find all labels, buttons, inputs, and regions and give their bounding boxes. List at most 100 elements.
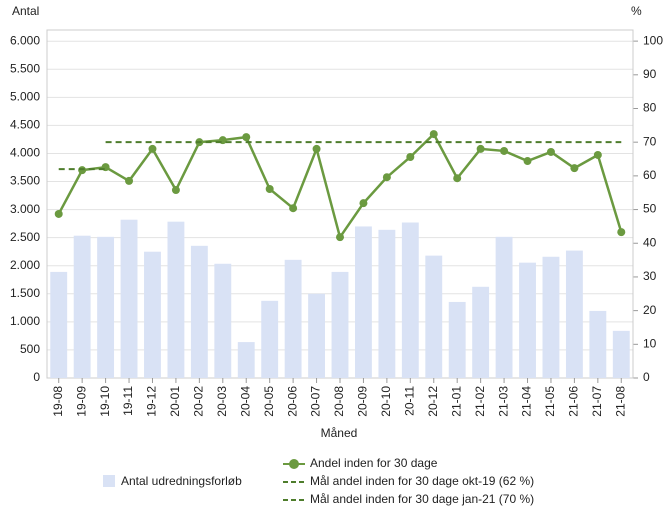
- x-tick-label: 19-11: [121, 386, 135, 416]
- bar: [284, 259, 302, 378]
- x-tick-label: 20-07: [309, 386, 323, 417]
- y-tick-label: 1.000: [10, 314, 40, 328]
- x-tick-label: 19-08: [51, 386, 65, 417]
- bar: [120, 219, 138, 378]
- legend-label: Antal udredningsforløb: [121, 474, 242, 488]
- bar: [495, 236, 513, 378]
- line-point: [523, 157, 532, 166]
- line-point: [171, 186, 180, 195]
- y2-tick-label: 20: [643, 303, 657, 317]
- legend-marker: [289, 459, 299, 469]
- y-axis-title: Antal: [12, 4, 39, 18]
- bar: [308, 293, 325, 378]
- line-point: [125, 176, 134, 185]
- legend-label: Mål andel inden for 30 dage jan-21 (70 %…: [310, 492, 534, 506]
- x-tick-label: 21-08: [613, 386, 627, 417]
- x-tick-label: 20-08: [332, 386, 346, 417]
- y-tick-label: 6.000: [10, 33, 40, 47]
- line-point: [500, 146, 509, 155]
- y2-tick-label: 30: [643, 269, 657, 283]
- bar: [190, 245, 208, 378]
- y-tick-label: 4.500: [10, 118, 40, 132]
- bar: [237, 342, 255, 378]
- line-point: [429, 130, 438, 139]
- bar: [448, 301, 466, 378]
- x-tick-label: 21-07: [590, 386, 604, 417]
- line-point: [593, 150, 602, 159]
- line-point: [617, 228, 626, 237]
- x-tick-label: 21-05: [543, 386, 557, 417]
- bar: [565, 250, 583, 378]
- y2-tick-label: 100: [643, 33, 663, 47]
- line-point: [406, 153, 415, 162]
- line-point: [570, 164, 579, 173]
- y2-axis-title: %: [631, 4, 642, 18]
- x-tick-label: 21-01: [449, 386, 463, 417]
- line-point: [148, 144, 157, 153]
- line-point: [312, 144, 321, 153]
- line-point: [54, 209, 63, 218]
- x-tick-label: 21-04: [520, 386, 534, 417]
- y-tick-label: 3.000: [10, 202, 40, 216]
- y-tick-label: 0: [33, 370, 40, 384]
- x-tick-label: 21-06: [567, 386, 581, 417]
- y2-tick-label: 60: [643, 168, 657, 182]
- bar: [214, 263, 232, 378]
- x-tick-label: 19-12: [145, 386, 159, 417]
- y-tick-label: 2.500: [10, 230, 40, 244]
- line-point: [359, 199, 368, 208]
- line-point: [382, 173, 391, 182]
- x-tick-label: 20-02: [192, 386, 206, 417]
- bar: [261, 300, 279, 378]
- bar: [97, 236, 115, 378]
- line-point: [476, 144, 485, 153]
- y-tick-label: 3.500: [10, 174, 40, 188]
- line-point: [453, 174, 462, 183]
- x-tick-label: 20-11: [402, 386, 416, 416]
- legend-swatch: [103, 475, 115, 487]
- x-tick-label: 21-02: [473, 386, 487, 417]
- bar: [589, 310, 607, 378]
- bar: [425, 255, 443, 378]
- bar: [331, 271, 349, 378]
- y-tick-label: 5.000: [10, 90, 40, 104]
- y2-tick-label: 10: [643, 336, 657, 350]
- bar: [73, 235, 91, 378]
- bar: [401, 222, 419, 378]
- y-tick-label: 4.000: [10, 146, 40, 160]
- y2-tick-label: 0: [643, 370, 650, 384]
- x-tick-label: 19-10: [98, 386, 112, 417]
- x-tick-label: 20-09: [356, 386, 370, 417]
- x-tick-label: 19-09: [74, 386, 88, 417]
- y2-tick-label: 40: [643, 235, 657, 249]
- line-point: [289, 204, 298, 213]
- bar: [167, 221, 185, 378]
- y-tick-label: 500: [20, 342, 40, 356]
- x-tick-label: 20-06: [285, 386, 299, 417]
- x-tick-label: 20-04: [238, 386, 252, 417]
- y2-tick-label: 80: [643, 101, 657, 115]
- bar: [355, 226, 372, 378]
- x-tick-label: 21-03: [496, 386, 510, 417]
- x-tick-label: 20-01: [168, 386, 182, 417]
- bar: [519, 262, 536, 378]
- bar: [144, 251, 161, 378]
- x-tick-label: 20-05: [262, 386, 276, 417]
- bar: [472, 286, 490, 378]
- line-point: [242, 133, 251, 142]
- line-point: [78, 166, 87, 175]
- line-point: [546, 147, 555, 156]
- y2-tick-label: 70: [643, 134, 657, 148]
- x-tick-label: 20-12: [426, 386, 440, 417]
- legend-label: Mål andel inden for 30 dage okt-19 (62 %…: [310, 474, 534, 488]
- legend-label: Andel inden for 30 dage: [310, 456, 438, 470]
- y-tick-label: 2.000: [10, 258, 40, 272]
- bar: [542, 256, 560, 378]
- line-point: [265, 185, 274, 194]
- y-tick-label: 5.500: [10, 61, 40, 75]
- line-point: [336, 233, 344, 242]
- bar: [612, 330, 630, 378]
- y2-tick-label: 90: [643, 67, 657, 81]
- line: [57, 132, 623, 241]
